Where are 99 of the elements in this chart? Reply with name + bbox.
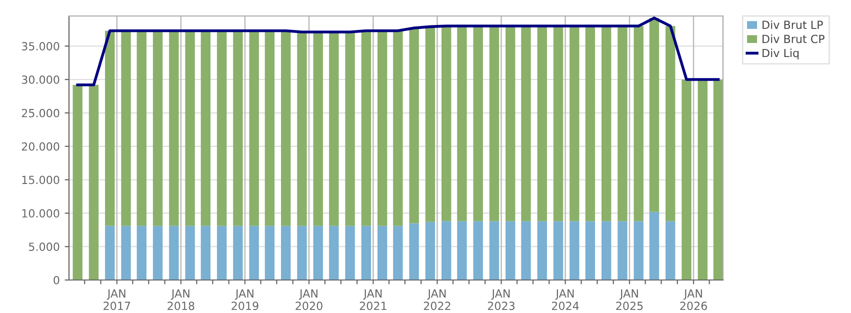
x-tick-label: JAN 2026	[680, 289, 707, 310]
bar	[489, 26, 500, 222]
bar	[457, 221, 467, 280]
bar	[361, 226, 372, 280]
bar	[233, 226, 243, 280]
bar	[121, 30, 131, 226]
bar	[553, 26, 564, 222]
legend-label: Div Brut LP	[762, 20, 823, 30]
bar	[152, 30, 163, 226]
bar	[666, 221, 676, 280]
bar	[152, 226, 163, 280]
bar	[698, 79, 708, 280]
bar	[521, 26, 531, 222]
bar	[121, 226, 131, 280]
bar	[393, 226, 403, 280]
y-tick-label: 15.000	[22, 176, 60, 184]
bar	[393, 30, 403, 226]
bar	[409, 28, 419, 224]
bar	[409, 223, 419, 280]
y-tick-label: 30.000	[22, 75, 60, 84]
bar	[634, 26, 644, 222]
bar	[489, 221, 500, 280]
bar	[425, 222, 436, 280]
bar	[136, 226, 146, 280]
bar	[185, 226, 195, 280]
bar	[169, 226, 179, 280]
bar	[297, 226, 307, 280]
bar	[425, 26, 436, 222]
legend-label: Div Brut CP	[762, 34, 824, 44]
y-tick-label: 25.000	[22, 108, 60, 118]
bar	[537, 221, 547, 280]
bar	[297, 32, 307, 226]
bar	[345, 32, 355, 226]
bar	[442, 221, 452, 280]
bar	[216, 30, 227, 226]
bar	[457, 26, 467, 222]
bar	[216, 226, 227, 280]
bar	[666, 26, 676, 222]
y-tick-label: 5.000	[29, 242, 60, 251]
bar	[618, 26, 628, 222]
x-tick-label: JAN 2022	[424, 289, 450, 310]
bar	[553, 221, 564, 280]
x-tick-label: JAN 2025	[616, 289, 643, 310]
bar	[313, 32, 323, 226]
bar	[264, 226, 275, 280]
bar	[377, 226, 388, 280]
legend-label: Div Liq	[762, 48, 799, 60]
bar	[537, 26, 547, 222]
bar	[329, 226, 339, 280]
bar	[713, 79, 723, 280]
y-tick-label: 10.000	[22, 209, 60, 218]
bar	[345, 226, 355, 280]
bar	[506, 221, 516, 280]
bar	[361, 30, 372, 226]
bar	[249, 226, 259, 280]
bar	[249, 30, 259, 226]
bar	[634, 221, 644, 280]
bar	[682, 79, 692, 280]
bar	[570, 221, 580, 280]
bar	[105, 226, 115, 280]
bar	[233, 30, 243, 226]
bar	[136, 30, 146, 226]
bar	[442, 26, 452, 222]
bar	[264, 30, 275, 226]
x-tick-label: JAN 2023	[488, 289, 515, 310]
x-tick-label: JAN 2020	[296, 289, 322, 310]
bar	[377, 30, 388, 226]
bar	[329, 32, 339, 226]
bar	[280, 226, 291, 280]
bar	[280, 30, 291, 226]
bar	[521, 221, 531, 280]
x-tick-label: JAN 2017	[104, 289, 130, 310]
bar	[602, 221, 612, 280]
bar	[649, 18, 660, 212]
y-tick-label: 35.000	[22, 42, 60, 50]
bar	[88, 84, 99, 280]
bar	[313, 226, 323, 280]
bar	[169, 30, 179, 226]
y-tick-label: 20.000	[22, 142, 60, 151]
x-tick-label: JAN 2018	[168, 289, 194, 310]
bar	[473, 221, 483, 280]
y-tick-label: 0	[54, 276, 60, 284]
bar	[585, 26, 596, 222]
bar	[570, 26, 580, 222]
bar	[649, 212, 660, 280]
bar	[473, 26, 483, 222]
bar	[618, 221, 628, 280]
x-tick-label: JAN 2021	[360, 289, 386, 310]
bar	[200, 226, 210, 280]
bar	[585, 221, 596, 280]
x-tick-label: JAN 2024	[552, 289, 579, 310]
bar	[185, 30, 195, 226]
bar	[200, 30, 210, 226]
x-tick-label: JAN 2019	[232, 289, 258, 310]
line-series	[76, 16, 720, 86]
bar	[506, 26, 516, 222]
bar	[602, 26, 612, 222]
bar	[72, 84, 82, 280]
bar	[105, 30, 115, 226]
